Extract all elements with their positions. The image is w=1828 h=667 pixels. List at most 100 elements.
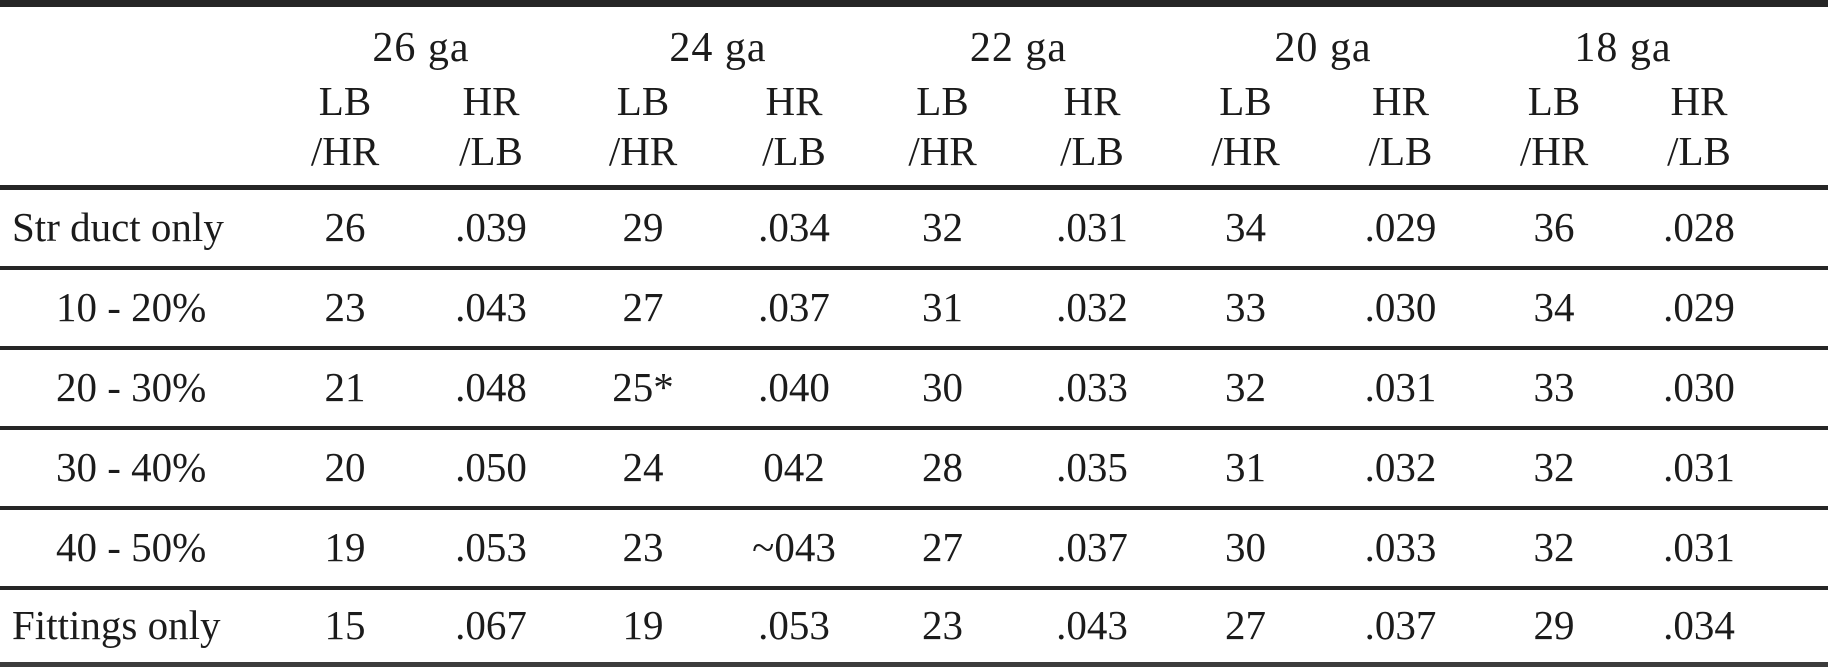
data-cell: 24 bbox=[567, 428, 719, 510]
row-label: 20 - 30% bbox=[0, 348, 275, 430]
subheader-hr: HR bbox=[462, 78, 520, 125]
data-cell: 26 bbox=[275, 187, 415, 270]
data-cell: .067 bbox=[455, 602, 527, 649]
gauge-header-26ga: 26 ga bbox=[372, 24, 470, 71]
data-cell: .053 bbox=[415, 508, 567, 590]
data-cell: 31 bbox=[1168, 428, 1323, 510]
data-cell: 27 bbox=[1225, 602, 1266, 649]
table-body: Str duct only 26 .039 29 .034 32 .031 34… bbox=[0, 187, 1828, 665]
data-cell: .034 bbox=[1663, 602, 1735, 649]
data-cell: .029 bbox=[1323, 187, 1478, 270]
data-cell: .031 bbox=[1323, 348, 1478, 430]
data-cell: .053 bbox=[758, 602, 830, 649]
gauge-header-row: 26 ga 24 ga 22 ga 20 ga 18 ga bbox=[0, 4, 1828, 80]
data-cell: .043 bbox=[415, 268, 567, 350]
data-cell: 15 bbox=[324, 602, 366, 649]
data-cell: 25* bbox=[567, 348, 719, 430]
subheader-per-lb: /LB bbox=[1016, 125, 1168, 190]
data-cell: .033 bbox=[1016, 348, 1168, 430]
subheader-hr: HR bbox=[1063, 78, 1121, 125]
data-cell: .043 bbox=[1056, 602, 1128, 649]
data-cell: 32 bbox=[1478, 508, 1630, 590]
subheader-lb: LB bbox=[1219, 78, 1272, 125]
table-row-20-30pct: 20 - 30% 21 .048 25* .040 30 .033 32 .03… bbox=[0, 348, 1828, 430]
table-row-40-50pct: 40 - 50% 19 .053 23 ~043 27 .037 30 .033… bbox=[0, 508, 1828, 590]
data-cell: .035 bbox=[1016, 428, 1168, 510]
gauge-header-20ga: 20 ga bbox=[1274, 24, 1372, 71]
subheader-per-hr: /HR bbox=[275, 125, 415, 190]
subheader-lb: LB bbox=[616, 78, 670, 125]
subheader-hr: HR bbox=[765, 78, 823, 125]
data-cell: 33 bbox=[1478, 348, 1630, 430]
subheader-per-lb: /LB bbox=[415, 125, 567, 190]
data-cell: 21 bbox=[275, 348, 415, 430]
data-cell: .031 bbox=[1630, 508, 1828, 590]
data-cell: .034 bbox=[719, 187, 869, 270]
corner-cell bbox=[0, 79, 275, 125]
data-cell: .039 bbox=[415, 187, 567, 270]
data-cell: 19 bbox=[275, 508, 415, 590]
subheader-lb: LB bbox=[916, 78, 969, 125]
subheader-line1-row: LB HR LB HR LB HR LB HR LB HR bbox=[0, 79, 1828, 125]
data-cell: .031 bbox=[1630, 428, 1828, 510]
data-cell: .037 bbox=[1364, 602, 1437, 649]
subheader-hr: HR bbox=[1372, 78, 1429, 125]
corner-cell bbox=[0, 4, 275, 80]
data-cell: .032 bbox=[1323, 428, 1478, 510]
row-label: 40 - 50% bbox=[0, 508, 275, 590]
data-cell: .028 bbox=[1630, 187, 1828, 270]
data-cell: 32 bbox=[869, 187, 1016, 270]
row-label: 10 - 20% bbox=[0, 268, 275, 350]
row-label: 30 - 40% bbox=[0, 428, 275, 510]
gauge-header-24ga: 24 ga bbox=[669, 24, 767, 71]
table-header: 26 ga 24 ga 22 ga 20 ga 18 ga LB HR LB H… bbox=[0, 4, 1828, 190]
corner-cell bbox=[0, 125, 275, 190]
data-cell: 20 bbox=[275, 428, 415, 510]
data-cell: .037 bbox=[1016, 508, 1168, 590]
data-cell: .030 bbox=[1323, 268, 1478, 350]
subheader-per-hr: /HR bbox=[869, 125, 1016, 190]
data-cell: 19 bbox=[622, 602, 664, 649]
data-cell: 27 bbox=[567, 268, 719, 350]
table-row-30-40pct: 30 - 40% 20 .050 24 042 28 .035 31 .032 … bbox=[0, 428, 1828, 510]
data-cell: .030 bbox=[1630, 348, 1828, 430]
data-cell: 32 bbox=[1478, 428, 1630, 510]
table-row-fittings-only: Fittings only 15 .067 19 .053 23 .043 27… bbox=[0, 588, 1828, 665]
data-cell: 31 bbox=[869, 268, 1016, 350]
data-cell: 34 bbox=[1478, 268, 1630, 350]
data-cell: 23 bbox=[922, 602, 963, 649]
subheader-per-lb: /LB bbox=[1630, 125, 1828, 190]
row-label: Fittings only bbox=[12, 602, 221, 649]
data-cell: 32 bbox=[1168, 348, 1323, 430]
subheader-per-hr: /HR bbox=[567, 125, 719, 190]
data-cell: 27 bbox=[869, 508, 1016, 590]
gauge-header-22ga: 22 ga bbox=[969, 24, 1068, 71]
table-row-10-20pct: 10 - 20% 23 .043 27 .037 31 .032 33 .030… bbox=[0, 268, 1828, 350]
row-label: Str duct only bbox=[0, 187, 275, 270]
subheader-per-lb: /LB bbox=[1323, 125, 1478, 190]
data-cell: 042 bbox=[719, 428, 869, 510]
data-cell: .050 bbox=[415, 428, 567, 510]
data-cell: 30 bbox=[1168, 508, 1323, 590]
data-cell: 28 bbox=[869, 428, 1016, 510]
gauge-header-18ga: 18 ga bbox=[1574, 24, 1672, 71]
data-cell: .048 bbox=[415, 348, 567, 430]
subheader-lb: LB bbox=[1527, 78, 1581, 125]
data-cell: .040 bbox=[719, 348, 869, 430]
subheader-per-hr: /HR bbox=[1168, 125, 1323, 190]
subheader-line2-row: /HR /LB /HR /LB /HR /LB /HR /LB /HR /LB bbox=[0, 125, 1828, 190]
data-cell: 30 bbox=[869, 348, 1016, 430]
table-row-str-duct-only: Str duct only 26 .039 29 .034 32 .031 34… bbox=[0, 187, 1828, 270]
data-cell: 23 bbox=[567, 508, 719, 590]
data-cell: .031 bbox=[1016, 187, 1168, 270]
subheader-per-lb: /LB bbox=[719, 125, 869, 190]
subheader-hr: HR bbox=[1670, 78, 1728, 125]
data-cell: .032 bbox=[1016, 268, 1168, 350]
data-cell: 33 bbox=[1168, 268, 1323, 350]
data-cell: 29 bbox=[1533, 602, 1575, 649]
data-cell: ~043 bbox=[719, 508, 869, 590]
data-cell: 29 bbox=[567, 187, 719, 270]
data-cell: .033 bbox=[1323, 508, 1478, 590]
